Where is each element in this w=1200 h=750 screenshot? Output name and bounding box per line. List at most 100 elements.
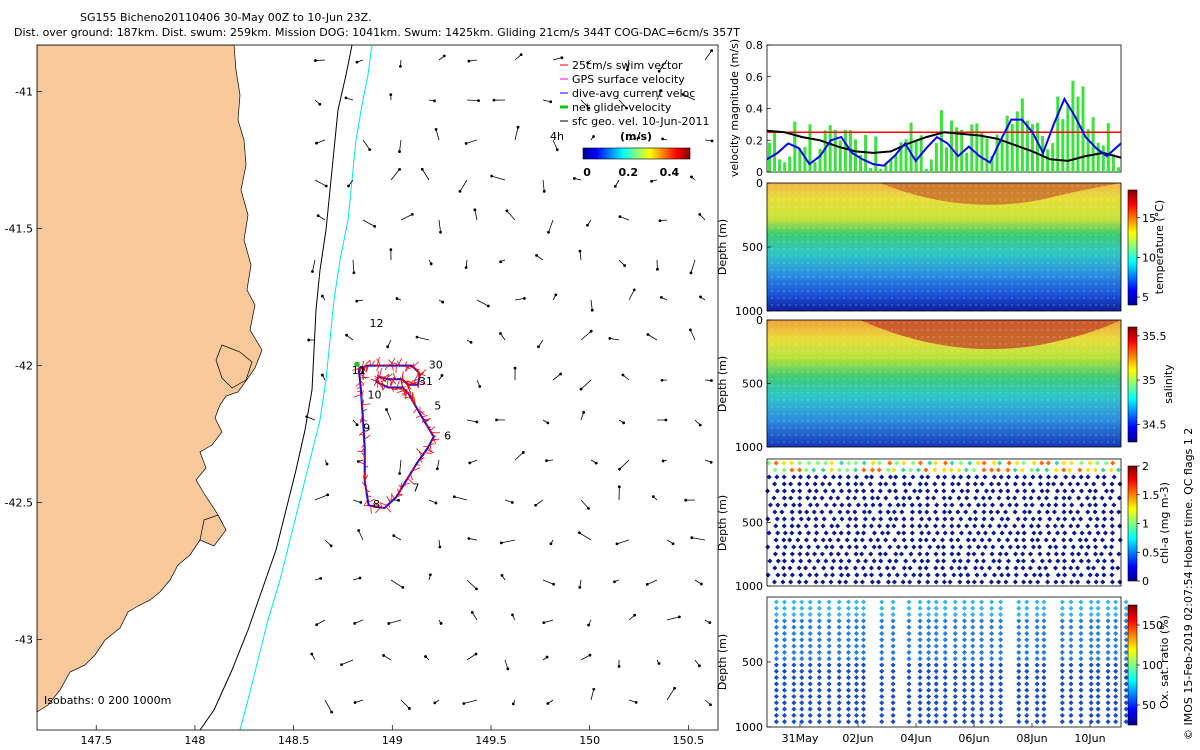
sample-dot (777, 199, 779, 201)
sample-dot (903, 255, 905, 257)
chla-sample (1019, 467, 1025, 473)
sample-dot (987, 206, 989, 208)
sample-dot (1083, 336, 1085, 338)
sample-dot (969, 290, 971, 292)
chla-sample (879, 530, 885, 536)
sample-dot (837, 283, 839, 285)
sample-dot (945, 192, 947, 194)
sample-dot (987, 276, 989, 278)
oxygen-sample (917, 618, 923, 624)
sample-dot (807, 329, 809, 331)
sample-dot (1083, 343, 1085, 345)
sample-dot (885, 262, 887, 264)
geostrophic-arrow-head (559, 372, 563, 376)
sample-dot (909, 283, 911, 285)
chla-sample (1014, 460, 1020, 466)
sample-dot (771, 441, 773, 443)
geostrophic-arrow-head (368, 148, 372, 152)
sample-dot (813, 248, 815, 250)
oxygen-sample (1095, 637, 1101, 643)
oxygen-sample (1024, 656, 1030, 662)
sample-dot (849, 262, 851, 264)
sample-dot (1005, 322, 1007, 324)
oxygen-sample (1088, 637, 1094, 643)
chla-sample (853, 544, 860, 550)
oxygen-sample (1088, 643, 1094, 649)
swim-vector (359, 419, 364, 424)
net-velocity-bar (980, 132, 984, 172)
velocity-ytick-label: 0.6 (746, 71, 764, 84)
colorbar-tick-label: 34.5 (1142, 418, 1167, 431)
chla-sample (933, 488, 939, 494)
sample-dot (915, 234, 917, 236)
sample-dot (1005, 392, 1007, 394)
chla-sample (862, 544, 868, 550)
net-velocity-bar (1111, 154, 1115, 172)
sample-dot (819, 262, 821, 264)
sample-dot (987, 329, 989, 331)
sample-dot (951, 427, 953, 429)
sample-dot (843, 227, 845, 229)
swim-vector (370, 364, 374, 366)
geostrophic-arrow-head (582, 410, 586, 414)
chla-sample (883, 495, 889, 501)
sample-dot (963, 329, 965, 331)
geostrophic-arrow-head (590, 308, 594, 312)
sample-dot (1113, 297, 1115, 299)
geostrophic-arrow-head (464, 266, 468, 269)
map-ytick-label: -41.5 (5, 223, 33, 236)
sample-dot (1113, 227, 1115, 229)
sample-dot (879, 364, 881, 366)
geostrophic-arrow-head (325, 462, 329, 466)
oxygen-sample (917, 649, 923, 655)
sample-dot (1041, 322, 1043, 324)
sample-dot (987, 227, 989, 229)
sample-dot (1083, 262, 1085, 264)
chla-sample (1059, 523, 1066, 529)
geostrophic-arrow (383, 655, 392, 661)
chla-sample (1103, 460, 1109, 466)
sample-dot (1101, 192, 1103, 194)
sample-dot (861, 434, 863, 436)
sample-dot (1083, 329, 1085, 331)
sample-dot (1071, 199, 1073, 201)
sample-dot (1065, 297, 1067, 299)
sample-dot (945, 220, 947, 222)
oxygen-sample (799, 630, 805, 637)
sample-dot (921, 283, 923, 285)
oxygen-sample (773, 599, 779, 605)
geostrophic-arrow-head (690, 175, 693, 179)
sample-dot (1005, 248, 1007, 250)
sample-dot (1089, 350, 1091, 352)
sample-dot (795, 343, 797, 345)
sample-dot (939, 220, 941, 222)
sample-dot (963, 241, 965, 243)
chla-sample (924, 502, 931, 508)
chla-sample (965, 551, 971, 557)
sample-dot (1029, 329, 1031, 331)
sample-dot (783, 192, 785, 194)
sample-dot (789, 262, 791, 264)
time-tick-label: 10Jun (1074, 732, 1105, 745)
sample-dot (837, 441, 839, 443)
sample-dot (987, 420, 989, 422)
sample-dot (957, 441, 959, 443)
sample-dot (843, 385, 845, 387)
sample-dot (1005, 269, 1007, 271)
chla-sample (1060, 579, 1066, 585)
sample-dot (1047, 192, 1049, 194)
sample-dot (933, 378, 935, 380)
sample-dot (1089, 220, 1091, 222)
sample-dot (927, 192, 929, 194)
oxygen-sample (926, 693, 932, 700)
sample-dot (1095, 322, 1097, 324)
sample-dot (879, 297, 881, 299)
chla-sample (959, 488, 965, 494)
sample-dot (1023, 262, 1025, 264)
sample-dot (1113, 378, 1115, 380)
oxygen-sample (816, 605, 822, 611)
depth-tick-label: 0 (756, 314, 763, 327)
sample-dot (819, 329, 821, 331)
map-xtick-label: 149.5 (475, 734, 507, 747)
chla-sample (1087, 572, 1093, 578)
